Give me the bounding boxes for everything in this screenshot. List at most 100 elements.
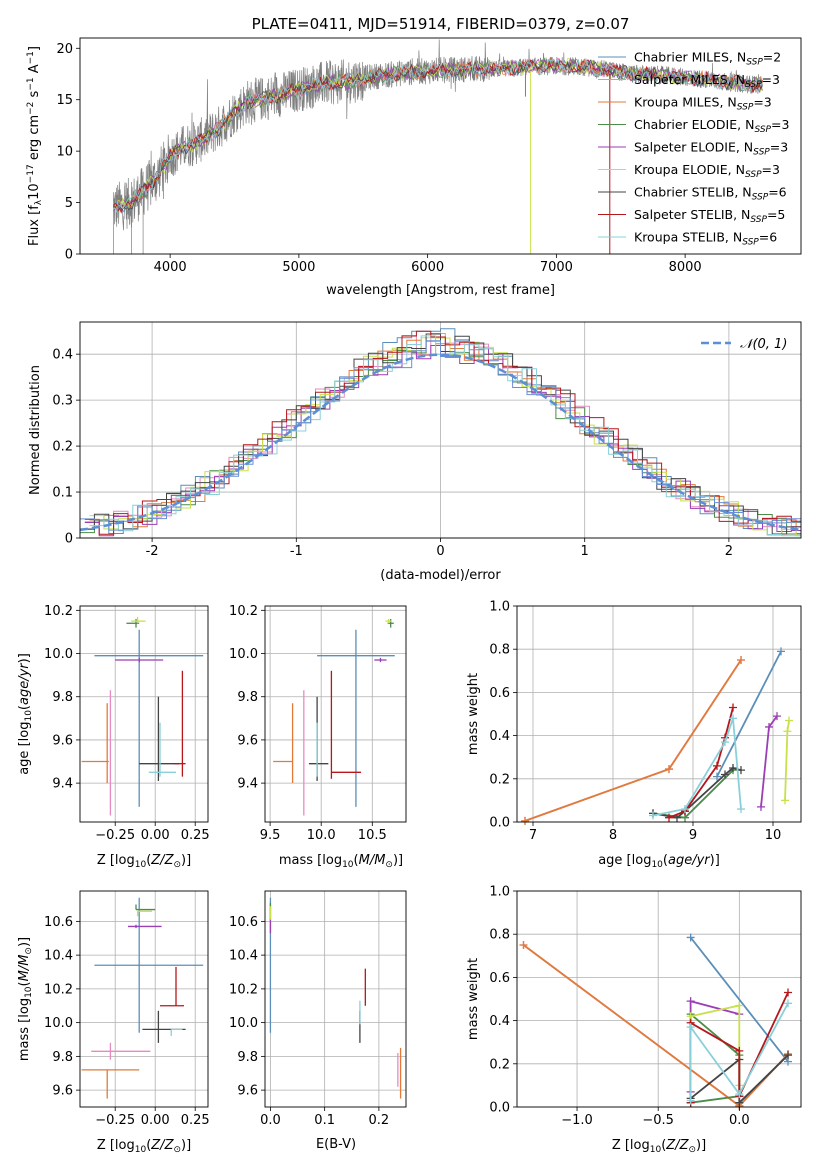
y-tick-label: 10.2: [229, 604, 258, 619]
weight-marker: [729, 703, 737, 712]
label-part: Z/Z: [150, 853, 174, 868]
label-part: Kroupa STELIB, N: [634, 230, 742, 245]
axes-frame: [516, 890, 802, 1108]
label-part: )]: [17, 937, 32, 947]
label-part: Z [log: [97, 853, 135, 868]
y-axis-label: mass weight: [466, 958, 481, 1040]
weight-marker: [649, 811, 657, 820]
x-tick-label: 0.0: [260, 1113, 281, 1128]
label-part: 10: [135, 1145, 147, 1155]
x-tick-label: 1: [581, 544, 589, 559]
plot-layer: [79, 328, 802, 537]
y-tick-label: 0: [65, 248, 73, 263]
weight-marker: [686, 1023, 695, 1032]
y-tick-label: 9.8: [237, 1050, 258, 1065]
plot-area: [517, 891, 801, 1107]
axes-frame: [79, 37, 802, 255]
x-tick-label: 8: [609, 828, 617, 843]
plot-area: [517, 606, 801, 822]
y-tick-label: 10.2: [44, 982, 73, 997]
x-tick-label: 0.00: [141, 1113, 170, 1128]
axes-massweight-vs-age: 7 8 9 10 0.0 0.2 0.4 0.6 0.8 1.0: [489, 600, 802, 843]
label-part: =3: [771, 117, 789, 132]
x-axis-label: E(B-V): [316, 1137, 356, 1152]
y-tick-label: 9.4: [237, 777, 258, 792]
y-tick-label: 0.6: [489, 686, 510, 701]
x-tick-label: 0.25: [181, 828, 210, 843]
x-tick-label: 9: [689, 828, 697, 843]
legend-label: Chabrier ELODIE, NSSP=3: [634, 117, 789, 135]
axes-age-vs-Z: −0.25 0.00 0.25 9.4 9.6 9.8 10.0 10.2: [44, 604, 210, 843]
plot-layer: [81, 897, 204, 1099]
weight-marker: [729, 764, 737, 772]
legend-label: Chabrier MILES, NSSP=2: [634, 50, 781, 68]
label-part: −17: [26, 164, 36, 183]
label-part: erg cm: [27, 115, 42, 164]
label-part: =3: [762, 72, 780, 87]
weight-marker: [735, 1046, 744, 1055]
weight-marker: [721, 738, 729, 747]
label-part: =6: [759, 230, 777, 245]
y-tick-label: 9.6: [52, 733, 73, 748]
y-tick-label: 15: [56, 93, 73, 108]
label-part: (: [17, 705, 32, 710]
weight-marker: [721, 770, 729, 779]
y-tick-label: 9.6: [52, 1084, 73, 1099]
legend-label: Salpeter STELIB, NSSP=5: [634, 207, 785, 225]
label-part: M/M: [359, 853, 386, 868]
weight-marker: [735, 1090, 744, 1099]
y-tick-label: 20: [56, 42, 73, 57]
weight-marker: [737, 805, 745, 814]
plot-layer: [519, 933, 793, 1110]
plot-layer: [81, 616, 204, 816]
legend-label: Salpeter MILES, NSSP=3: [634, 72, 780, 90]
label-part: ⊙: [385, 860, 393, 870]
label-part: Flux [f: [27, 205, 42, 246]
y-tick-label: 0.0: [489, 816, 510, 831]
label-part: −2: [26, 102, 36, 115]
label-part: 10: [342, 860, 354, 870]
spectrum-model-line: [113, 58, 763, 214]
y-tick-label: 1.0: [489, 885, 510, 900]
weight-marker: [729, 714, 737, 723]
weight-marker: [737, 656, 745, 664]
plot-layer: [269, 897, 402, 1099]
weight-line: [689, 1002, 789, 1101]
axes-mass-vs-ebv: 0.0 0.1 0.2 9.6 9.8 10.0 10.2 10.4 10.6: [229, 890, 407, 1128]
y-tick-label: 10.0: [229, 647, 258, 662]
y-axis-label: mass weight: [466, 673, 481, 755]
label-part: (: [146, 1138, 151, 1153]
x-tick-label: -2: [146, 544, 159, 559]
y-tick-label: 10.0: [44, 1016, 73, 1031]
label-part: 10: [24, 986, 34, 998]
label-part: (: [354, 853, 359, 868]
y-tick-label: 9.8: [52, 690, 73, 705]
y-tick-label: 10.2: [44, 604, 73, 619]
label-part: SSP: [746, 58, 763, 68]
label-part: =5: [767, 207, 785, 222]
label-part: )]: [181, 1138, 191, 1153]
weight-marker: [521, 816, 529, 825]
label-part: SSP: [742, 238, 759, 248]
label-part: =3: [753, 95, 771, 110]
label-part: Chabrier STELIB, N: [634, 185, 752, 200]
axes-massweight-vs-Z: −1.0 −0.5 0.0 0.0 0.2 0.4 0.6 0.8 1.0: [489, 885, 802, 1128]
label-part: )]: [17, 653, 32, 663]
weight-marker: [785, 716, 793, 725]
axes-frame: [79, 605, 209, 823]
weight-marker: [665, 765, 673, 774]
y-tick-label: 0.4: [489, 729, 510, 744]
x-tick-label: 5000: [282, 260, 315, 275]
weight-marker: [777, 647, 785, 656]
x-axis-label: mass [log10(M/M⊙)]: [279, 853, 403, 870]
legend-label: Kroupa STELIB, NSSP=6: [634, 230, 777, 248]
y-tick-label: 0.0: [489, 1101, 510, 1116]
weight-line: [689, 936, 789, 1063]
weight-marker: [686, 997, 695, 1006]
axes-age-vs-mass: 9.5 10.0 10.5 9.4 9.6 9.8 10.0 10.2: [229, 604, 407, 843]
x-tick-label: 0.00: [141, 828, 170, 843]
x-tick-label: 2: [725, 544, 733, 559]
label-part: ⊙: [24, 947, 34, 955]
spectrum-model-line: [113, 59, 763, 214]
